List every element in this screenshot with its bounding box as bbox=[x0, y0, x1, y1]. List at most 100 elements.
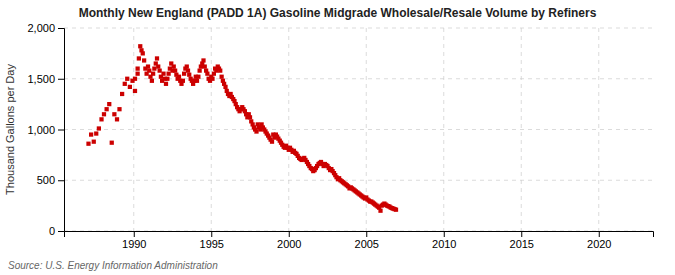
point bbox=[99, 117, 103, 121]
point bbox=[120, 92, 124, 96]
x-tick-mark bbox=[521, 231, 522, 237]
x-tick-label: 2005 bbox=[355, 238, 379, 250]
y-axis-label: Thousand Gallons per Day bbox=[4, 64, 16, 195]
point bbox=[182, 72, 186, 76]
point bbox=[105, 107, 109, 111]
y-tick: 1,000 bbox=[27, 124, 64, 136]
x-tick-label: 1990 bbox=[122, 238, 146, 250]
y-tick-mark bbox=[58, 130, 64, 131]
source: Source: U.S. Energy Information Administ… bbox=[8, 260, 218, 271]
x-tick-mark bbox=[289, 231, 290, 237]
y-tick-label: 500 bbox=[37, 174, 55, 186]
point bbox=[186, 69, 190, 73]
chart: 1990 1995 2000 2005 2010 2015 2020 0 500 1,000 1,5… bbox=[0, 0, 675, 275]
x-tick-label: 2000 bbox=[277, 238, 301, 250]
grid-line-y bbox=[64, 28, 653, 29]
x-tick: 2000 bbox=[277, 231, 301, 250]
point bbox=[172, 64, 176, 68]
point bbox=[185, 64, 189, 68]
point bbox=[220, 75, 224, 79]
y-tick-label: 0 bbox=[49, 225, 55, 237]
point bbox=[152, 66, 156, 70]
x-tick: 1990 bbox=[122, 231, 146, 250]
point bbox=[97, 126, 101, 130]
y-tick-mark bbox=[58, 28, 64, 29]
point bbox=[156, 64, 160, 68]
y-tick-mark bbox=[58, 180, 64, 181]
point bbox=[150, 79, 154, 83]
grid-line-x bbox=[521, 28, 522, 231]
plot-area: 1990 1995 2000 2005 2010 2015 2020 0 500 1,000 1,5… bbox=[27, 22, 653, 250]
point bbox=[86, 142, 90, 146]
point bbox=[155, 56, 159, 60]
point bbox=[94, 131, 98, 135]
y-tick: 500 bbox=[37, 174, 64, 186]
point bbox=[128, 85, 132, 89]
point bbox=[164, 82, 168, 86]
y-tick: 2,000 bbox=[27, 22, 64, 34]
point bbox=[173, 69, 177, 73]
x-tick-label: 2010 bbox=[432, 238, 456, 250]
point bbox=[133, 77, 137, 81]
point bbox=[205, 72, 209, 76]
x-tick: 2015 bbox=[510, 231, 534, 250]
point bbox=[133, 89, 137, 93]
y-tick-label: 1,500 bbox=[27, 73, 55, 85]
point bbox=[210, 77, 214, 81]
grid-line-x bbox=[133, 28, 134, 231]
point bbox=[196, 75, 200, 79]
point bbox=[110, 141, 114, 145]
point bbox=[198, 69, 202, 73]
point bbox=[181, 79, 185, 83]
x-tick-mark bbox=[444, 231, 445, 237]
y-axis-line bbox=[58, 29, 65, 232]
point bbox=[195, 79, 199, 83]
point bbox=[254, 129, 258, 133]
grid bbox=[64, 28, 653, 231]
point bbox=[141, 51, 145, 55]
x-axis: 1990 1995 2000 2005 2010 2015 2020 bbox=[65, 231, 654, 250]
y-axis: 0 500 1,000 1,500 2,000 bbox=[27, 22, 64, 237]
x-tick: 2010 bbox=[432, 231, 456, 250]
point bbox=[378, 209, 382, 213]
point bbox=[138, 44, 142, 48]
point bbox=[270, 140, 274, 144]
point bbox=[142, 58, 146, 62]
x-axis-line bbox=[65, 232, 654, 238]
point bbox=[151, 72, 155, 76]
point bbox=[123, 82, 127, 86]
grid-line-x bbox=[288, 28, 289, 231]
x-tick: 2005 bbox=[355, 231, 379, 250]
point bbox=[136, 66, 140, 70]
point bbox=[223, 85, 227, 89]
point bbox=[201, 58, 205, 62]
point bbox=[158, 69, 162, 73]
point bbox=[136, 72, 140, 76]
x-tick-label: 2020 bbox=[587, 238, 611, 250]
point bbox=[177, 75, 181, 79]
y-tick-label: 2,000 bbox=[27, 22, 55, 34]
y-tick-mark bbox=[58, 79, 64, 80]
point bbox=[112, 112, 116, 116]
grid-line-x bbox=[443, 28, 444, 231]
point bbox=[125, 77, 129, 81]
x-tick-mark bbox=[366, 231, 367, 237]
grid-line-x bbox=[598, 28, 599, 231]
points bbox=[86, 44, 398, 213]
point bbox=[394, 208, 398, 212]
point bbox=[147, 69, 151, 73]
x-tick-mark bbox=[211, 231, 212, 237]
point bbox=[165, 77, 169, 81]
point bbox=[167, 72, 171, 76]
title: Monthly New England (PADD 1A) Gasoline M… bbox=[79, 6, 597, 20]
point bbox=[115, 117, 119, 121]
y-tick-label: 1,000 bbox=[27, 124, 55, 136]
point bbox=[146, 64, 150, 68]
point bbox=[107, 102, 111, 106]
x-tick: 2020 bbox=[587, 231, 611, 250]
point bbox=[102, 112, 106, 116]
x-tick-label: 1995 bbox=[200, 238, 224, 250]
point bbox=[187, 73, 191, 77]
y-tick: 0 bbox=[49, 225, 64, 237]
point bbox=[137, 56, 141, 60]
